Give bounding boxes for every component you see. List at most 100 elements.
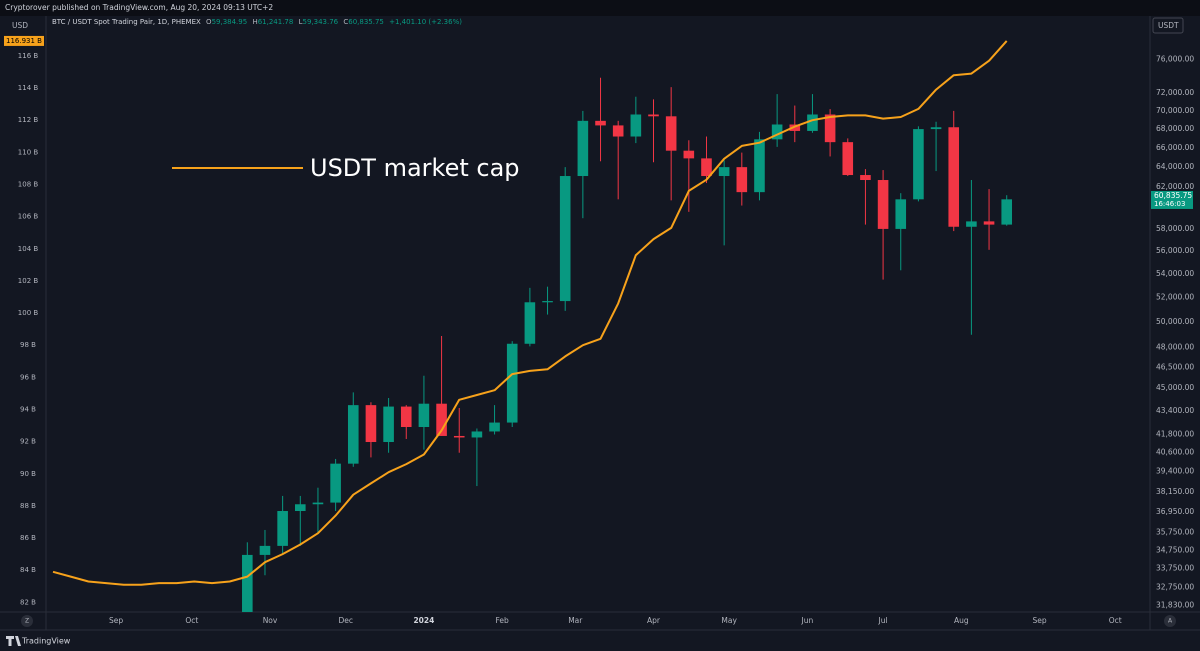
y2-tick-label: 72,000.00 (1156, 88, 1194, 97)
candle-body (842, 142, 854, 176)
y-axis-unit: USD (12, 21, 28, 30)
x-tick-label: Aug (954, 616, 969, 625)
y-tick-label: 104 B (18, 245, 39, 253)
x-tick-label: Sep (1032, 616, 1046, 625)
y2-tick-label: 38,150.00 (1156, 487, 1194, 496)
control-label[interactable]: A (1168, 618, 1173, 625)
y2-axis-unit: USDT (1158, 21, 1179, 30)
candle-body (595, 120, 606, 126)
x-tick-label: 2024 (413, 616, 434, 625)
candle-body (242, 554, 253, 612)
x-tick-label: May (721, 616, 737, 625)
candle-body (930, 127, 942, 130)
y2-tick-label: 76,000.00 (1156, 54, 1194, 63)
y-tick-label: 106 B (18, 213, 39, 221)
candle-body (612, 125, 624, 137)
candle-body (683, 150, 695, 159)
price-label: 60,835.75 (1154, 191, 1192, 200)
candle-body (948, 127, 960, 227)
y-tick-label: 88 B (20, 502, 36, 510)
candle-body (259, 545, 271, 555)
candle-body (524, 302, 536, 344)
ohlc-value: 59,343.76 (302, 18, 338, 26)
y-tick-label: 100 B (18, 309, 39, 317)
y-tick-label: 96 B (20, 373, 36, 381)
y2-tick-label: 33,750.00 (1156, 564, 1194, 573)
top-bar (0, 0, 1200, 16)
candle-body (471, 431, 483, 438)
y2-tick-label: 56,000.00 (1156, 246, 1194, 255)
x-tick-label: Oct (1109, 616, 1122, 625)
price-countdown: 16:46:03 (1154, 200, 1185, 208)
y2-tick-label: 48,000.00 (1156, 343, 1194, 352)
symbol: BTC / USDT Spot Trading Pair, 1D, PHEMEX (52, 18, 201, 26)
ohlc-key: C (343, 18, 348, 26)
line (52, 40, 1008, 586)
y2-tick-label: 46,500.00 (1156, 363, 1194, 372)
y2-tick-label: 68,000.00 (1156, 124, 1194, 133)
y2-tick-label: 58,000.00 (1156, 224, 1194, 233)
x-tick-label: Jul (878, 616, 888, 625)
y2-tick-label: 35,750.00 (1156, 528, 1194, 537)
y-tick-label: 92 B (20, 438, 36, 446)
y2-tick-label: 52,000.00 (1156, 292, 1194, 301)
candle-body (630, 114, 642, 137)
y2-tick-label: 64,000.00 (1156, 162, 1194, 171)
candle-body (913, 129, 924, 200)
y2-tick-label: 70,000.00 (1156, 106, 1194, 115)
ohlc-key: O (206, 18, 212, 26)
y-tick-label: 98 B (20, 341, 36, 349)
y2-tick-label: 54,000.00 (1156, 269, 1194, 278)
candle-body (701, 158, 712, 177)
brand-logo (6, 636, 21, 646)
x-tick-label: Nov (263, 616, 278, 625)
candle-body (277, 511, 288, 546)
control-label[interactable]: Z (25, 618, 29, 625)
y2-tick-label: 31,830.00 (1156, 600, 1194, 609)
candle-body (983, 221, 995, 225)
candle-body (400, 406, 412, 428)
change: +1,401.10 (+2.36%) (389, 18, 462, 26)
brand: TradingView (21, 637, 71, 646)
y2-tick-label: 43,400.00 (1156, 406, 1194, 415)
candle-body (330, 463, 341, 503)
y2-tick-label: 45,000.00 (1156, 383, 1194, 392)
candle-body (736, 167, 748, 193)
price-label-box (1151, 190, 1193, 209)
candle-body (489, 422, 500, 432)
y-tick-label: 114 B (18, 84, 39, 92)
y-tick-label: 84 B (20, 566, 36, 574)
x-tick-label: Mar (568, 616, 583, 625)
candle-body (577, 120, 589, 177)
y-tick-label: 112 B (18, 116, 39, 124)
candle-body (754, 139, 765, 193)
y-tick-label: 94 B (20, 405, 36, 413)
y2-tick-label: 41,800.00 (1156, 429, 1194, 438)
candle-body (807, 114, 818, 131)
symbol-info: BTC / USDT Spot Trading Pair, 1D, PHEMEX… (52, 18, 462, 26)
y2-tick-label: 62,000.00 (1156, 182, 1194, 191)
price-label: 116.931 B (6, 37, 42, 45)
y2-tick-label: 40,600.00 (1156, 448, 1194, 457)
candle-body (771, 124, 783, 140)
x-tick-label: Dec (338, 616, 353, 625)
price-label-box (4, 35, 44, 46)
candle-body (294, 504, 306, 512)
candle-body (824, 114, 836, 143)
publisher: Cryptorover published on TradingView.com… (5, 3, 273, 12)
y2-unit-box (1152, 17, 1184, 34)
control-button[interactable] (21, 615, 33, 627)
candle-body (860, 175, 871, 181)
candle-body (383, 406, 394, 443)
y2-tick-label: 32,750.00 (1156, 583, 1194, 592)
candle-body (895, 199, 907, 229)
ohlc-value: 61,241.78 (258, 18, 294, 26)
ohlc-key: L (299, 18, 303, 26)
candle-body (418, 403, 430, 428)
y-tick-label: 102 B (18, 277, 39, 285)
x-tick-label: Oct (185, 616, 198, 625)
control-button[interactable] (1164, 615, 1176, 627)
y-tick-label: 108 B (18, 180, 39, 188)
candle-body (1001, 199, 1013, 225)
x-tick-label: Feb (495, 616, 509, 625)
